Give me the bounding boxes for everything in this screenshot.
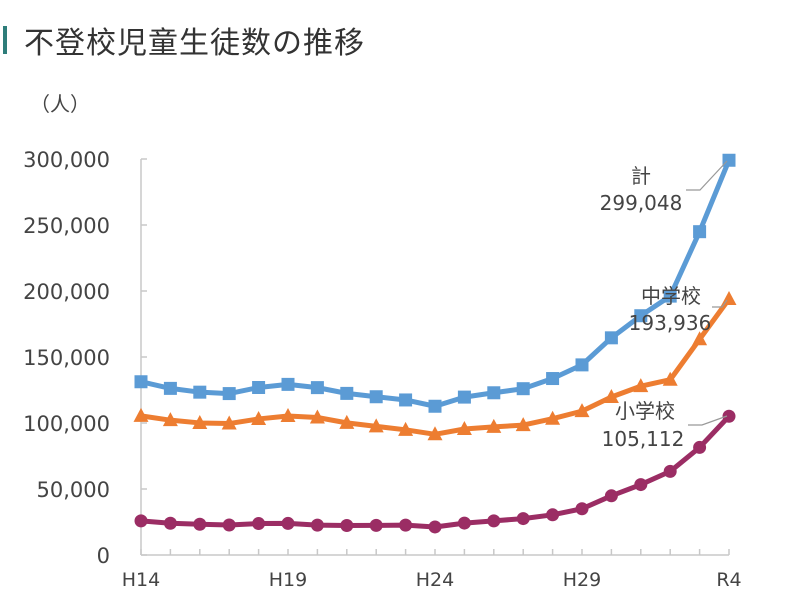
data-point-circle [281, 516, 295, 530]
data-point-circle [487, 514, 501, 528]
data-point-circle [575, 502, 589, 516]
series-name-label: 中学校 [641, 284, 701, 308]
x-tick-label: H19 [269, 569, 307, 591]
data-point-circle [693, 440, 707, 454]
data-point-square [163, 381, 177, 395]
leader-line [688, 415, 728, 426]
data-point-triangle [721, 291, 737, 306]
data-point-square [604, 331, 618, 345]
data-point-triangle [133, 407, 149, 422]
chart-title: 不登校児童生徒数の推移 [24, 26, 365, 61]
x-tick-label: H29 [563, 569, 601, 591]
data-point-triangle [633, 378, 649, 393]
data-point-circle [222, 518, 236, 532]
data-point-triangle [280, 407, 296, 422]
series-end-value-label: 193,936 [629, 311, 712, 335]
data-point-circle [369, 518, 383, 532]
data-point-circle [134, 514, 148, 528]
leader-line [712, 299, 728, 308]
y-tick-label: 150,000 [23, 346, 110, 370]
data-point-triangle [486, 418, 502, 433]
data-point-square [575, 358, 589, 372]
data-point-circle [252, 517, 266, 531]
data-point-circle [399, 518, 413, 532]
y-tick-label: 300,000 [23, 148, 110, 172]
data-point-square [369, 390, 383, 404]
data-point-square [399, 393, 413, 407]
data-point-triangle [339, 414, 355, 429]
data-point-circle [193, 517, 207, 531]
data-point-triangle [162, 412, 178, 427]
data-point-triangle [251, 410, 267, 425]
data-point-triangle [427, 426, 443, 441]
data-point-triangle [574, 403, 590, 418]
data-point-circle [663, 464, 677, 478]
data-point-triangle [662, 371, 678, 386]
data-point-square [310, 381, 324, 395]
data-point-circle [604, 489, 618, 503]
y-tick-label: 0 [97, 544, 110, 568]
y-tick-label: 200,000 [23, 280, 110, 304]
data-point-circle [516, 512, 530, 526]
data-point-square [663, 289, 677, 303]
data-point-square [722, 153, 736, 167]
data-point-circle [457, 516, 471, 530]
series-name-label: 小学校 [615, 399, 675, 423]
data-point-triangle [368, 418, 384, 433]
data-point-square [693, 225, 707, 239]
data-point-square [634, 309, 648, 323]
data-point-square [222, 387, 236, 401]
data-point-circle [722, 409, 736, 423]
data-point-square [134, 375, 148, 389]
title-bar-accent [3, 26, 7, 54]
data-point-square [487, 386, 501, 400]
y-tick-label: 100,000 [23, 412, 110, 436]
data-point-triangle [456, 421, 472, 436]
data-point-triangle [192, 414, 208, 429]
x-tick-label: R4 [716, 569, 741, 591]
data-point-square [281, 377, 295, 391]
data-point-triangle [398, 421, 414, 436]
y-axis-unit: （人） [30, 92, 90, 116]
data-point-square [193, 385, 207, 399]
series-name-label: 計 [631, 164, 651, 188]
data-point-circle [310, 518, 324, 532]
data-point-triangle [603, 389, 619, 404]
series-end-value-label: 105,112 [602, 427, 685, 451]
y-tick-label: 50,000 [37, 478, 110, 502]
x-tick-label: H24 [416, 569, 454, 591]
data-point-square [457, 390, 471, 404]
data-point-square [516, 382, 530, 396]
data-point-triangle [309, 409, 325, 424]
data-point-circle [340, 519, 354, 533]
data-point-triangle [545, 410, 561, 425]
data-point-square [340, 386, 354, 400]
data-point-circle [428, 520, 442, 534]
data-point-square [252, 380, 266, 394]
series-end-value-label: 299,048 [600, 191, 683, 215]
data-point-square [428, 399, 442, 413]
data-point-circle [546, 508, 560, 522]
leader-line [686, 160, 728, 191]
data-point-triangle [692, 331, 708, 346]
data-point-triangle [515, 417, 531, 432]
data-point-square [546, 372, 560, 386]
data-point-circle [163, 516, 177, 530]
x-tick-label: H14 [122, 569, 160, 591]
data-point-triangle [221, 415, 237, 430]
data-point-circle [634, 478, 648, 492]
y-tick-label: 250,000 [23, 214, 110, 238]
